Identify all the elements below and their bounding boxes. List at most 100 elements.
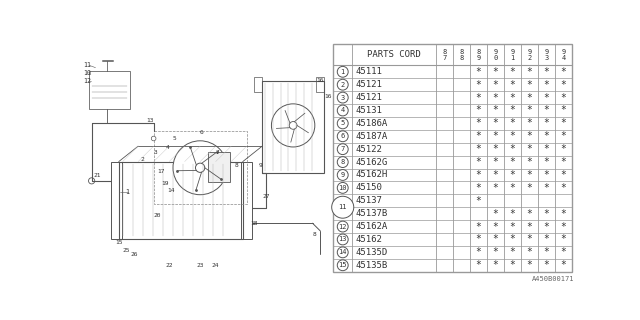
Text: *: *: [509, 131, 515, 141]
Text: 8
9: 8 9: [476, 49, 481, 60]
Text: *: *: [543, 80, 550, 90]
Text: *: *: [509, 106, 515, 116]
Text: *: *: [543, 247, 550, 257]
Text: *: *: [492, 221, 499, 232]
Text: 45121: 45121: [355, 93, 382, 102]
Text: *: *: [527, 144, 532, 154]
Text: *: *: [527, 209, 532, 219]
Bar: [111, 162, 122, 239]
Text: 45121: 45121: [355, 80, 382, 89]
Text: *: *: [492, 92, 499, 103]
Text: *: *: [509, 92, 515, 103]
Text: *: *: [492, 260, 499, 270]
Text: *: *: [509, 235, 515, 244]
Text: *: *: [509, 144, 515, 154]
Text: 10: 10: [339, 185, 347, 191]
Text: 15: 15: [115, 240, 122, 245]
Bar: [333, 44, 572, 272]
Circle shape: [88, 178, 95, 184]
Text: *: *: [543, 106, 550, 116]
Text: 45162: 45162: [355, 235, 382, 244]
Text: 1: 1: [340, 69, 345, 75]
Bar: [90, 71, 129, 109]
Text: *: *: [492, 131, 499, 141]
Text: 13: 13: [146, 117, 154, 123]
Text: *: *: [509, 209, 515, 219]
Text: *: *: [561, 118, 566, 128]
Text: *: *: [509, 157, 515, 167]
Text: 15: 15: [339, 262, 347, 268]
Text: 3: 3: [340, 95, 345, 100]
Text: *: *: [509, 260, 515, 270]
Circle shape: [337, 247, 348, 258]
Text: *: *: [476, 144, 481, 154]
Text: 4: 4: [340, 108, 345, 114]
Text: *: *: [561, 67, 566, 77]
Text: 2: 2: [140, 157, 144, 162]
Text: 45186A: 45186A: [355, 119, 387, 128]
Text: 1: 1: [125, 189, 129, 196]
Text: 14: 14: [167, 188, 174, 193]
Text: *: *: [476, 131, 481, 141]
Circle shape: [337, 92, 348, 103]
Text: 25: 25: [123, 248, 130, 253]
Text: *: *: [561, 260, 566, 270]
Circle shape: [337, 234, 348, 245]
Text: *: *: [509, 170, 515, 180]
Text: 45187A: 45187A: [355, 132, 387, 141]
Text: 45135D: 45135D: [355, 248, 387, 257]
Circle shape: [271, 104, 315, 147]
Text: *: *: [476, 260, 481, 270]
Circle shape: [151, 136, 156, 141]
Text: 20: 20: [154, 213, 161, 218]
Text: *: *: [476, 247, 481, 257]
Text: *: *: [492, 170, 499, 180]
Text: *: *: [543, 235, 550, 244]
Text: 45131: 45131: [355, 106, 382, 115]
Text: 11: 11: [83, 62, 91, 68]
Text: 4: 4: [165, 145, 169, 150]
Text: *: *: [509, 80, 515, 90]
Text: 9
0: 9 0: [493, 49, 497, 60]
Text: *: *: [476, 67, 481, 77]
Text: *: *: [476, 80, 481, 90]
Text: 12: 12: [339, 224, 347, 229]
Text: *: *: [527, 80, 532, 90]
Text: 12: 12: [83, 78, 91, 84]
Text: *: *: [543, 144, 550, 154]
Circle shape: [337, 260, 348, 271]
Bar: [208, 152, 230, 182]
Text: 10: 10: [83, 70, 91, 76]
Text: 6: 6: [200, 130, 204, 135]
Text: *: *: [492, 209, 499, 219]
Text: 45162G: 45162G: [355, 157, 387, 167]
Bar: [262, 81, 324, 173]
Text: *: *: [492, 118, 499, 128]
Circle shape: [337, 170, 348, 180]
Text: *: *: [492, 235, 499, 244]
Text: 45137: 45137: [355, 196, 382, 205]
Text: *: *: [561, 157, 566, 167]
Circle shape: [332, 196, 354, 218]
Text: 9
4: 9 4: [561, 49, 566, 60]
Text: *: *: [543, 183, 550, 193]
Bar: [241, 162, 252, 239]
Bar: [254, 77, 262, 92]
Text: 16: 16: [316, 78, 324, 83]
Text: 19: 19: [161, 181, 169, 186]
Text: *: *: [509, 247, 515, 257]
Text: *: *: [527, 247, 532, 257]
Text: *: *: [527, 221, 532, 232]
Text: *: *: [543, 209, 550, 219]
Text: 8
8: 8 8: [459, 49, 463, 60]
Text: *: *: [561, 170, 566, 180]
Text: 27: 27: [262, 194, 269, 199]
Text: *: *: [561, 221, 566, 232]
Text: *: *: [492, 157, 499, 167]
Text: *: *: [492, 80, 499, 90]
Circle shape: [337, 105, 348, 116]
Text: 5: 5: [340, 120, 345, 126]
Text: 26: 26: [131, 252, 138, 257]
Circle shape: [337, 157, 348, 167]
Text: A450B00171: A450B00171: [532, 276, 575, 282]
